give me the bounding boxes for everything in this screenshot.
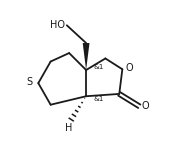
- Text: HO: HO: [50, 19, 65, 30]
- Text: O: O: [125, 63, 133, 73]
- Text: O: O: [142, 101, 150, 111]
- Text: S: S: [26, 77, 32, 87]
- Polygon shape: [83, 43, 89, 70]
- Text: &1: &1: [94, 96, 104, 102]
- Text: &1: &1: [94, 64, 104, 70]
- Text: H: H: [66, 123, 73, 133]
